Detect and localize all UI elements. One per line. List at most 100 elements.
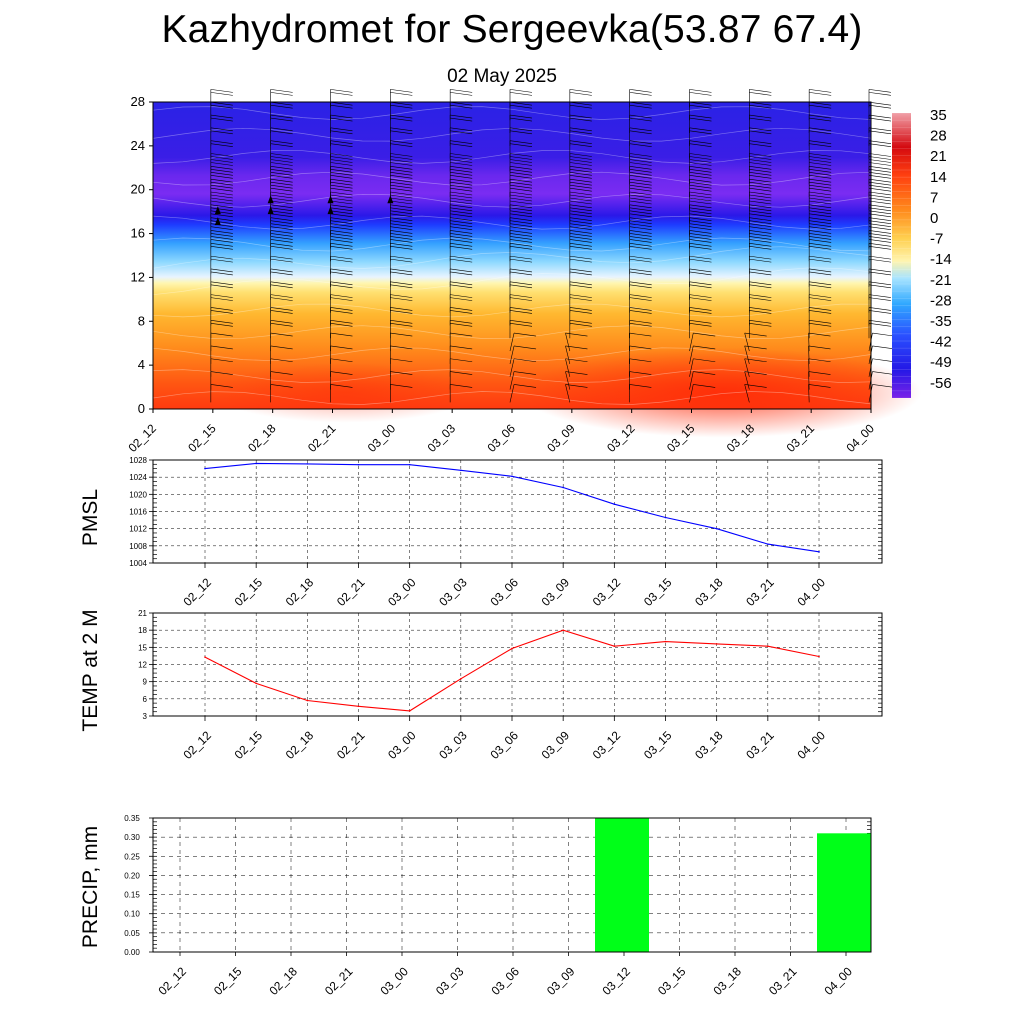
wind-barb (868, 89, 892, 108)
wind-barb-flag (450, 236, 473, 240)
wind-barb-flag (450, 220, 473, 224)
wind-barb-flag (330, 310, 353, 314)
wind-barb-flag (565, 345, 588, 350)
wind-barb-flag (450, 153, 473, 157)
wind-barb-flag (809, 101, 832, 106)
wind-barb-flag (270, 210, 293, 215)
wind-barb-staff (808, 333, 810, 352)
wind-barb-flag (390, 200, 413, 205)
wind-barb-flag (749, 143, 772, 147)
wind-barb-flag (569, 217, 592, 221)
wind-barb-flag (689, 310, 712, 314)
wind-barb-flag (270, 117, 293, 122)
wind-barb-flag (270, 89, 293, 93)
wind-barb-flag (450, 169, 473, 173)
wind-barb-flag (450, 246, 473, 250)
wind-barb-flag (390, 271, 413, 276)
wind-barb-flag (689, 226, 712, 230)
heatmap-contour (152, 347, 872, 362)
wind-barb-flag (509, 130, 533, 135)
temp-2m-point (255, 682, 257, 685)
wind-barb-flag (689, 114, 712, 119)
wind-barb-flag (872, 345, 895, 350)
wind-barb (210, 178, 233, 198)
wind-barb-flag (509, 268, 533, 273)
wind-barb-flag (809, 243, 832, 247)
wind-barb-flag (809, 194, 832, 199)
wind-barb-flag (270, 217, 293, 221)
temp-2m-x-tick-label: 02_15 (232, 728, 266, 762)
temp-2m-x-tick-label: 03_21 (743, 728, 777, 762)
wind-barb (569, 89, 592, 108)
wind-barb (565, 358, 588, 377)
wind-barb-flag (689, 130, 712, 135)
wind-barb-flag (390, 268, 413, 273)
temp-2m-x-tick-label: 02_18 (283, 728, 317, 762)
wind-barb-flag (629, 255, 652, 260)
wind-barb (689, 345, 716, 364)
wind-barb-flag (509, 236, 533, 240)
wind-barb-staff (565, 384, 571, 403)
wind-barb-flag (330, 153, 353, 157)
heatmap-contour (152, 106, 872, 120)
wind-barb-flag (749, 172, 772, 176)
wind-barb-flag (509, 233, 533, 237)
wind-barb-flag (390, 371, 413, 375)
wind-barb-flag (809, 204, 832, 209)
wind-barb-flag (390, 92, 413, 96)
wind-barb-flag (569, 223, 592, 227)
wind-barb-flag (509, 143, 533, 147)
wind-barb-flag (270, 233, 293, 237)
wind-barb-flag (509, 178, 533, 183)
wind-barb-flag (390, 255, 413, 260)
wind-barb-flag (210, 175, 233, 179)
wind-barb-flag (569, 92, 592, 96)
wind-barb-flag (270, 143, 293, 147)
wind-barb-flag (809, 268, 832, 273)
wind-barb (808, 371, 831, 390)
pmsl-point (562, 486, 564, 489)
wind-barb-flag (330, 246, 353, 250)
wind-barb-flag (689, 117, 712, 122)
wind-barb-flag (450, 332, 473, 337)
wind-barb-flag (689, 246, 712, 250)
wind-barb-flag (809, 104, 832, 109)
precip-x-tick-label: 03_18 (710, 964, 744, 998)
wind-barb-flag (330, 210, 353, 215)
wind-barb-flag (565, 332, 588, 337)
wind-barb-flag (689, 230, 712, 234)
wind-barb-flag (569, 127, 592, 132)
precip-x-tick-label: 02_12 (155, 964, 189, 998)
temp-2m-x-tick-label: 04_00 (794, 728, 828, 762)
wind-barb-flag (868, 140, 892, 144)
wind-barb-flag (749, 268, 772, 273)
colorbar-label: -56 (930, 375, 952, 392)
wind-barb-flag (809, 169, 832, 173)
wind-barb-flag (330, 322, 353, 327)
precip-frame (152, 817, 872, 953)
precip-x-tick-label: 03_09 (544, 964, 578, 998)
wind-barb-flag (270, 213, 293, 218)
wind-barb-flag (868, 220, 892, 224)
wind-barb (629, 217, 652, 236)
wind-barb-flag (450, 181, 473, 186)
wind-barb (744, 332, 767, 352)
wind-barb-staff (808, 371, 810, 390)
pmsl-point (408, 463, 411, 466)
wind-barb-flag (629, 130, 652, 135)
wind-barb-flag (749, 255, 772, 260)
wind-barb-flag (450, 143, 473, 147)
wind-barb-flag (390, 175, 413, 179)
wind-barb-flag (629, 322, 652, 327)
wind-barb-flag (809, 153, 832, 157)
colorbar-label: 0 (930, 210, 938, 227)
wind-barb-staff (744, 358, 750, 377)
wind-barb-flag (450, 178, 473, 183)
wind-barb-flag (450, 358, 473, 363)
wind-barb (868, 217, 892, 236)
precip-y-tick-label: 0.05 (124, 929, 140, 938)
wind-barb-flag (330, 384, 353, 388)
wind-barb-flag (868, 281, 892, 286)
wind-barb-flag (629, 197, 652, 202)
wind-barb-flag (569, 117, 592, 122)
